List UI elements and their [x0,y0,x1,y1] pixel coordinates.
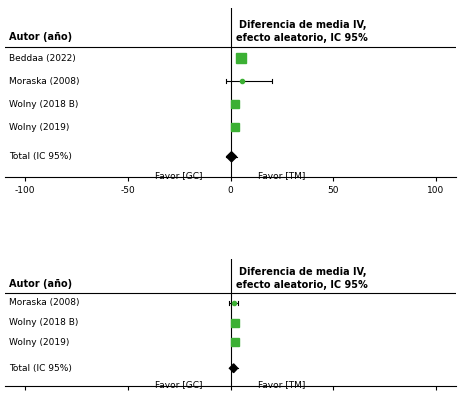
Polygon shape [230,364,238,373]
Text: Favor [TM]: Favor [TM] [258,381,306,390]
Text: Favor [GC]: Favor [GC] [155,171,203,180]
Text: Favor [GC]: Favor [GC] [155,381,203,390]
Text: Wolny (2018 B): Wolny (2018 B) [9,318,78,327]
Text: Favor [TM]: Favor [TM] [258,171,306,180]
Text: Diferencia de media IV,
efecto aleatorio, IC 95%: Diferencia de media IV, efecto aleatorio… [236,20,368,43]
Text: Total (IC 95%): Total (IC 95%) [9,152,71,161]
Text: Wolny (2019): Wolny (2019) [9,338,69,347]
Polygon shape [226,152,236,162]
Text: Autor (año): Autor (año) [9,279,72,289]
Text: Wolny (2018 B): Wolny (2018 B) [9,100,78,109]
Text: Beddaa (2022): Beddaa (2022) [9,54,76,63]
Text: Diferencia de media IV,
efecto aleatorio, IC 95%: Diferencia de media IV, efecto aleatorio… [236,267,368,290]
Text: Moraska (2008): Moraska (2008) [9,77,79,85]
Text: Moraska (2008): Moraska (2008) [9,298,79,307]
Text: Wolny (2019): Wolny (2019) [9,123,69,132]
Text: Total (IC 95%): Total (IC 95%) [9,364,71,373]
Text: Autor (año): Autor (año) [9,32,72,42]
